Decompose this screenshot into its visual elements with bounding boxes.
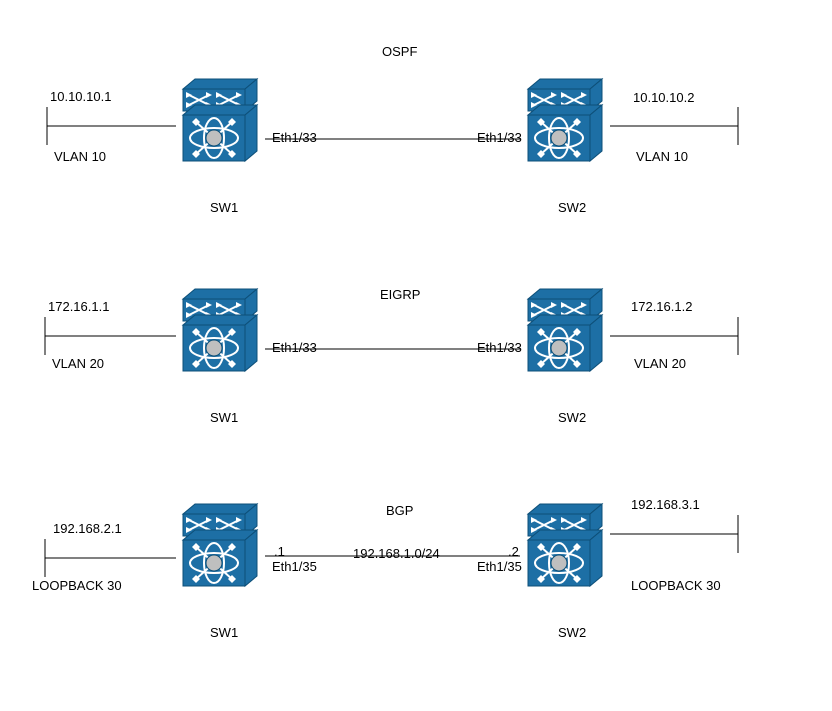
port-sub-label: .1 [274, 544, 285, 559]
network-label: 192.168.1.0/24 [353, 546, 440, 561]
device-name: SW1 [210, 200, 238, 215]
protocol-title: OSPF [382, 44, 417, 59]
port-sub-label: .2 [508, 544, 519, 559]
vlan-label: VLAN 10 [636, 149, 688, 164]
device-name: SW2 [558, 200, 586, 215]
switch-icon [520, 500, 610, 590]
ip-label: 172.16.1.2 [631, 299, 692, 314]
switch-icon [175, 75, 265, 165]
protocol-title: BGP [386, 503, 413, 518]
switch-icon [520, 285, 610, 375]
device-name: SW1 [210, 410, 238, 425]
switch-icon [175, 500, 265, 590]
connection-lines [0, 0, 832, 711]
device-name: SW2 [558, 625, 586, 640]
port-label: Eth1/35 [272, 559, 317, 574]
ip-label: 192.168.3.1 [631, 497, 700, 512]
port-label: Eth1/35 [477, 559, 522, 574]
vlan-label: LOOPBACK 30 [32, 578, 122, 593]
ip-label: 10.10.10.2 [633, 90, 694, 105]
vlan-label: VLAN 20 [52, 356, 104, 371]
port-label: Eth1/33 [272, 130, 317, 145]
device-name: SW2 [558, 410, 586, 425]
vlan-label: VLAN 10 [54, 149, 106, 164]
vlan-label: VLAN 20 [634, 356, 686, 371]
ip-label: 172.16.1.1 [48, 299, 109, 314]
protocol-title: EIGRP [380, 287, 420, 302]
switch-icon [175, 285, 265, 375]
port-label: Eth1/33 [272, 340, 317, 355]
switch-icon [520, 75, 610, 165]
port-label: Eth1/33 [477, 340, 522, 355]
vlan-label: LOOPBACK 30 [631, 578, 721, 593]
device-name: SW1 [210, 625, 238, 640]
ip-label: 10.10.10.1 [50, 89, 111, 104]
port-label: Eth1/33 [477, 130, 522, 145]
ip-label: 192.168.2.1 [53, 521, 122, 536]
